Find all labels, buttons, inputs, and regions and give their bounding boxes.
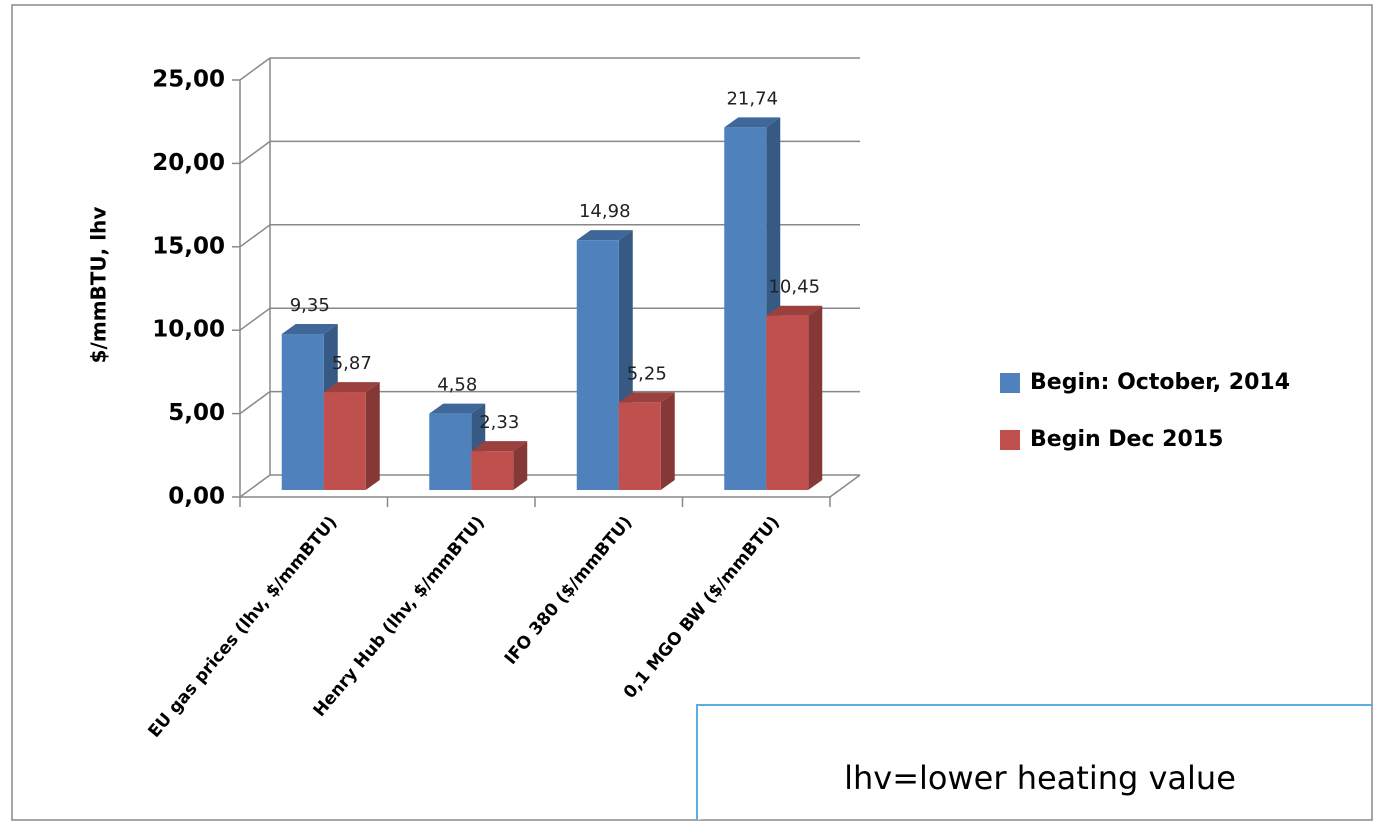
bar	[429, 413, 472, 490]
bar-top	[429, 403, 486, 414]
value-label: 2,33	[479, 412, 519, 433]
value-label: 21,74	[726, 88, 778, 109]
value-label: 9,35	[290, 295, 330, 316]
annotation: lhv=lower heating value	[844, 759, 1236, 797]
bar-side	[808, 305, 823, 490]
bar-top	[323, 382, 380, 393]
value-label: 5,87	[332, 353, 372, 374]
value-label: 4,58	[437, 375, 477, 396]
bar-top	[766, 305, 823, 316]
bar	[576, 240, 619, 490]
y-axis-title: $/mmBTU, lhv	[87, 207, 111, 364]
value-label: 5,25	[627, 363, 667, 384]
bar	[323, 392, 366, 490]
x-tick-label: Henry Hub (lhv, $/mmBTU)	[310, 513, 489, 721]
y-tick-label: 10,00	[152, 317, 225, 343]
x-tick-label: 0,1 MGO BW ($/mmBTU)	[620, 513, 784, 703]
grid-line-side	[239, 307, 271, 331]
bar-top	[576, 230, 633, 241]
legend-swatch	[1000, 373, 1020, 393]
grid-line-side	[239, 474, 271, 498]
bar	[281, 334, 324, 490]
bar-side	[513, 441, 528, 490]
bar-top	[471, 441, 528, 452]
chart-border	[11, 4, 1373, 821]
y-tick-label: 25,00	[152, 67, 225, 93]
value-label: 14,98	[579, 201, 631, 222]
value-label: 10,45	[768, 277, 820, 298]
bar-side	[365, 382, 380, 490]
bar	[766, 315, 809, 490]
grid-line-side	[239, 140, 271, 165]
bar	[618, 402, 661, 490]
y-tick-label: 20,00	[152, 150, 225, 176]
bar-side	[660, 392, 675, 490]
grid-line-side	[239, 57, 271, 81]
annotation-box	[696, 704, 1373, 820]
y-tick-label: 0,00	[168, 484, 225, 510]
floor-right	[829, 474, 861, 498]
x-tick-label: IFO 380 ($/mmBTU)	[501, 513, 637, 669]
bar	[471, 451, 514, 490]
grid-line-side	[239, 390, 271, 415]
bar	[724, 127, 767, 490]
grid-line-side	[239, 224, 271, 248]
legend-swatch	[1000, 430, 1020, 450]
y-tick-label: 15,00	[152, 233, 225, 259]
legend-label: Begin Dec 2015	[1030, 427, 1223, 452]
bar-top	[724, 117, 781, 128]
y-tick-label: 5,00	[168, 400, 225, 426]
legend-label: Begin: October, 2014	[1030, 370, 1290, 395]
bar-top	[281, 324, 338, 335]
bar-top	[618, 392, 675, 403]
